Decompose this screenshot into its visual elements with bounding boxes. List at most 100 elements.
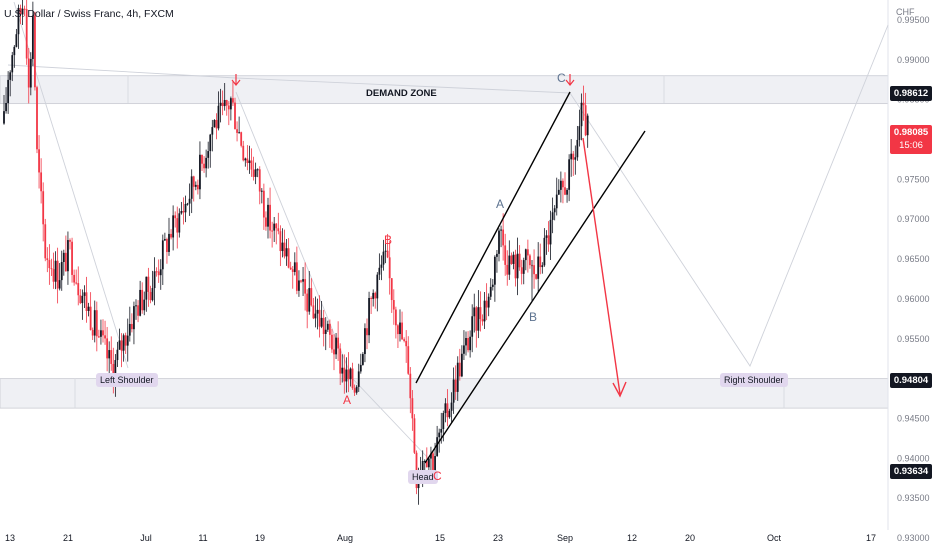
candle-body: [178, 213, 181, 233]
candle-body: [236, 129, 238, 133]
candle-body: [471, 316, 474, 337]
candle-body: [349, 368, 352, 380]
candle-body: [555, 194, 558, 209]
candle-body: [475, 307, 478, 331]
candle-body: [436, 437, 439, 457]
candle-body: [368, 297, 370, 336]
candle-body: [207, 151, 210, 158]
candle-body: [545, 235, 548, 238]
candle-body: [537, 256, 540, 279]
y-tick-label: 0.93500: [897, 493, 930, 503]
candle-body: [458, 362, 461, 377]
candle-body: [388, 257, 391, 279]
candle-body: [526, 249, 529, 256]
demand-zone-box: [0, 75, 889, 105]
candle-body: [353, 388, 356, 393]
head-label: Head: [408, 470, 438, 484]
y-tick-label: 0.96500: [897, 254, 930, 264]
candle-body: [11, 55, 14, 73]
candle-body: [300, 280, 302, 282]
chart-title: U.S. Dollar / Swiss Franc, 4h, FXCM: [4, 8, 174, 20]
candle-body: [221, 102, 224, 107]
candle-body: [551, 212, 554, 220]
candle-body: [568, 159, 571, 190]
x-tick-label: 12: [627, 533, 637, 543]
candle-body: [487, 296, 490, 308]
candle-body: [25, 9, 28, 59]
candle-body: [516, 253, 519, 279]
y-tick-label: 0.97000: [897, 214, 930, 224]
candle-body: [434, 456, 436, 471]
candle-body: [285, 248, 288, 257]
candle-body: [234, 102, 236, 130]
candle-body: [463, 345, 465, 354]
candle-body: [252, 169, 255, 177]
candle-body: [359, 364, 362, 372]
candle-body: [69, 240, 71, 242]
current-price-tag: 0.98085 15:06: [890, 125, 932, 154]
candle-body: [124, 335, 127, 346]
candle-body: [553, 208, 556, 213]
candle-body: [209, 134, 212, 152]
candle-body: [378, 267, 381, 275]
candle-body: [364, 328, 366, 355]
candle-body: [409, 373, 412, 399]
x-tick-label: Jul: [140, 533, 152, 543]
candle-body: [549, 219, 552, 245]
label-a-left: A: [343, 393, 352, 407]
candle-body: [227, 105, 230, 110]
candle-body: [81, 295, 84, 304]
candle-body: [432, 453, 434, 471]
x-tick-label: 21: [63, 533, 73, 543]
candle-body: [518, 253, 521, 268]
candle-body: [295, 262, 298, 291]
candle-body: [498, 230, 500, 254]
candle-body: [430, 453, 432, 459]
candle-body: [188, 198, 191, 204]
candle-body: [77, 283, 80, 296]
candle-body: [248, 160, 251, 164]
candle-body: [265, 217, 267, 227]
candle-body: [306, 293, 309, 312]
candle-body: [79, 295, 82, 304]
candle-body: [489, 286, 492, 297]
candle-body: [279, 231, 282, 252]
candle-body: [71, 241, 73, 275]
candle-body: [46, 258, 49, 261]
candle-body: [438, 432, 441, 438]
candle-body: [376, 274, 379, 299]
projection-line: [569, 24, 889, 367]
y-tick-label: 0.96000: [897, 294, 930, 304]
candle-body: [318, 309, 321, 327]
x-tick-label: 17: [866, 533, 876, 543]
candle-body: [572, 153, 575, 160]
candle-body: [93, 310, 96, 336]
candle-body: [240, 132, 243, 146]
candle-body: [15, 34, 18, 47]
y-tick-label: 0.99500: [897, 15, 930, 25]
candle-body: [506, 264, 509, 275]
candle-body: [73, 274, 76, 283]
x-tick-label: 15: [435, 533, 445, 543]
candle-body: [405, 340, 408, 347]
candle-body: [452, 379, 455, 403]
candle-body: [122, 335, 125, 351]
candle-body: [205, 157, 208, 169]
x-tick-label: Oct: [767, 533, 782, 543]
candle-body: [304, 279, 307, 294]
candle-body: [254, 169, 257, 177]
candle-body: [83, 292, 86, 296]
candle-body: [399, 322, 401, 335]
projection-arrow-head: [612, 381, 627, 398]
candle-body: [320, 317, 323, 327]
candle-body: [316, 309, 319, 314]
top-marker-arrowhead: [231, 79, 241, 86]
candle-body: [582, 102, 585, 106]
candle-body: [287, 248, 290, 268]
candle-body: [403, 339, 406, 341]
candle-body: [153, 271, 156, 289]
candle-body: [102, 330, 104, 336]
candle-body: [411, 398, 414, 419]
